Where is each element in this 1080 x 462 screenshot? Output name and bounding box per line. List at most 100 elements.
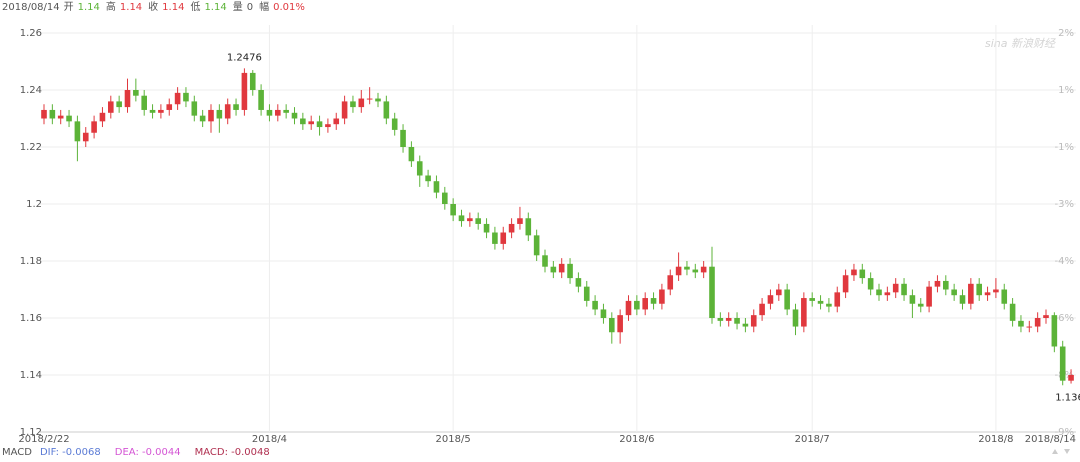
candle-body — [884, 292, 891, 296]
candle-body — [784, 289, 790, 310]
candle-body — [667, 275, 674, 290]
header-label: 量 — [233, 1, 243, 13]
candle-body — [876, 289, 882, 296]
candle-body — [49, 109, 56, 119]
candle-body — [792, 309, 799, 327]
arrow-down-icon[interactable] — [1064, 449, 1070, 454]
y-tick-label: 1.26 — [20, 28, 42, 39]
candle-body — [851, 269, 857, 276]
candle-body — [926, 286, 932, 307]
candle-body — [483, 223, 490, 233]
candle-body — [508, 223, 515, 233]
candle-body — [759, 303, 765, 316]
candle-body — [776, 289, 782, 296]
y2-tick-label: -3% — [1055, 199, 1074, 210]
candle-body — [867, 278, 874, 290]
candle-body — [767, 295, 774, 304]
candle-body — [41, 109, 47, 119]
candle-body — [892, 283, 899, 293]
candle-body — [408, 147, 415, 162]
x-tick-label: 2018/8/14 — [1025, 434, 1076, 445]
header-value: 1.14 — [120, 2, 142, 13]
candle-body — [375, 98, 381, 102]
candle-body — [141, 95, 147, 110]
candle-body — [266, 109, 273, 116]
candle-body — [1068, 375, 1074, 381]
candle-body — [416, 161, 423, 176]
candle-body — [450, 204, 456, 216]
candle-body — [567, 263, 573, 279]
candle-body — [258, 90, 264, 110]
candle-body — [592, 300, 598, 310]
candle-body — [391, 118, 398, 130]
y2-tick-label: -6% — [1055, 313, 1074, 324]
candle-body — [400, 129, 406, 147]
candle-body — [801, 298, 807, 327]
candle-body — [725, 318, 732, 321]
candle-body — [492, 232, 498, 244]
y-tick-label: 1.12 — [20, 427, 42, 438]
y-tick-label: 1.16 — [20, 313, 42, 324]
candle-body — [1001, 289, 1008, 304]
candle-body — [316, 121, 323, 128]
candle-body — [550, 266, 557, 273]
header-date: 2018/08/14 — [2, 2, 60, 13]
candle-body — [74, 121, 81, 142]
header-label: 高 — [106, 0, 116, 13]
candle-body — [108, 101, 114, 113]
header-value: 1.14 — [78, 2, 100, 13]
candle-body — [325, 124, 331, 128]
y-tick-label: 1.24 — [20, 85, 42, 96]
candle-body — [458, 215, 465, 222]
candle-body — [650, 298, 657, 304]
candle-body — [917, 303, 924, 307]
candle-body — [558, 263, 565, 273]
watermark: sina 新浪财经 — [985, 37, 1056, 50]
candle-body — [575, 278, 582, 287]
candle-body — [1018, 320, 1024, 327]
candle-body — [166, 104, 173, 110]
candle-body — [533, 235, 540, 256]
x-tick-label: 2018/7 — [795, 434, 830, 445]
candle-body — [817, 300, 824, 304]
max-label: 1.2476 — [227, 52, 262, 63]
candle-body — [66, 115, 72, 122]
candle-body — [951, 289, 957, 296]
candle-body — [993, 289, 999, 293]
candle-body — [934, 280, 941, 287]
y-tick-label: 1.2 — [26, 199, 42, 210]
candle-body — [358, 98, 365, 108]
candle-body — [583, 286, 590, 301]
candle-body — [124, 90, 131, 108]
macd-value: DIF: -0.0068 — [40, 447, 101, 458]
x-tick-label: 2018/8 — [978, 434, 1013, 445]
candle-body — [183, 92, 189, 102]
y-tick-label: 1.22 — [20, 142, 42, 153]
candle-body — [174, 92, 181, 105]
candle-body — [433, 181, 440, 193]
candle-body — [1026, 326, 1033, 328]
x-tick-label: 2018/6 — [619, 434, 654, 445]
candle-body — [467, 218, 473, 222]
candle-body — [1059, 346, 1066, 381]
candle-body — [99, 112, 106, 122]
macd-title: MACD — [2, 447, 32, 458]
candle-body — [750, 315, 757, 327]
candle-body — [600, 309, 607, 318]
candle-body — [233, 104, 239, 110]
header-value: 0.01% — [273, 2, 305, 13]
candle-body — [308, 121, 314, 125]
candle-body — [158, 109, 164, 113]
candle-body — [1034, 318, 1041, 327]
candle-body — [291, 112, 298, 119]
candle-body — [333, 118, 340, 125]
candle-body — [717, 318, 724, 321]
arrow-up-icon[interactable] — [1052, 449, 1058, 454]
candle-body — [82, 132, 89, 142]
candle-body — [149, 109, 156, 113]
macd-value: MACD: -0.0048 — [195, 447, 270, 458]
candle-body — [834, 292, 841, 307]
candle-body — [901, 283, 907, 296]
header-value: 0 — [247, 2, 253, 13]
